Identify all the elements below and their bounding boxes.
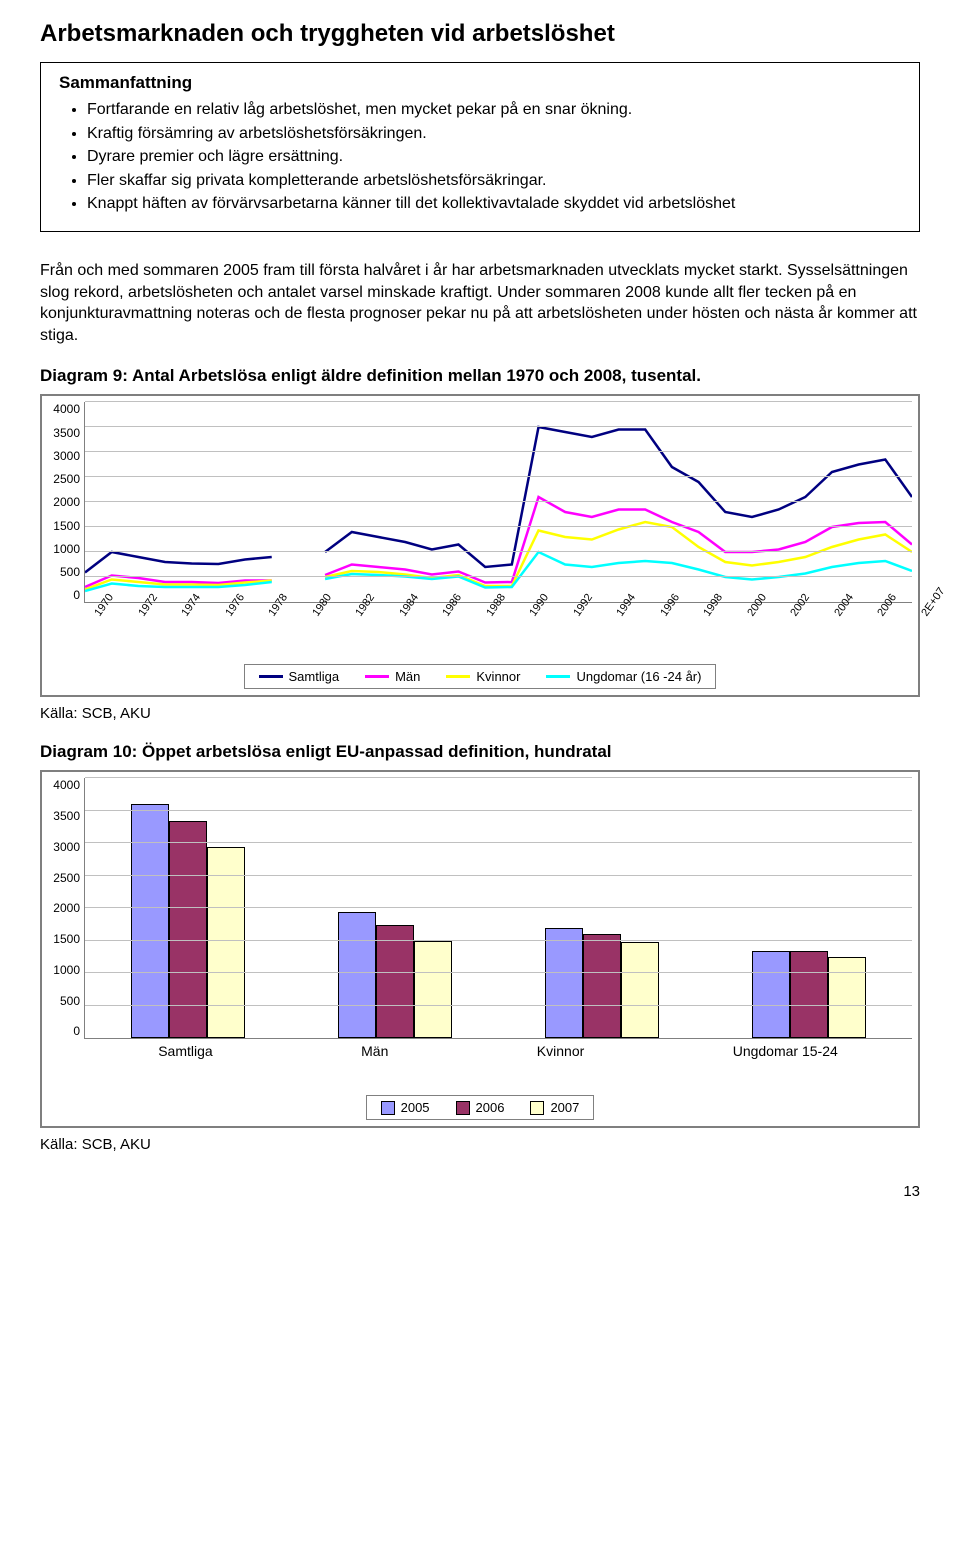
summary-list: Fortfarande en relativ låg arbetslöshet,… [59,99,901,215]
chart10-yaxis: 05001000150020002500300035004000 [48,778,84,1038]
chart10-plot [84,778,912,1039]
summary-bullet: Knappt häften av förvärvsarbetarna känne… [87,193,901,215]
chart10-source: Källa: SCB, AKU [40,1136,920,1153]
chart9-plot [84,402,912,603]
summary-bullet: Fortfarande en relativ låg arbetslöshet,… [87,99,901,121]
summary-bullet: Dyrare premier och lägre ersättning. [87,146,901,168]
chart9-legend: SamtligaMänKvinnorUngdomar (16 -24 år) [244,664,717,689]
summary-bullet: Fler skaffar sig privata kompletterande … [87,170,901,192]
chart10: 05001000150020002500300035004000 Samtlig… [40,770,920,1128]
chart9-yaxis: 05001000150020002500300035004000 [48,402,84,602]
chart9-xaxis: 1970197219741976197819801982198419861988… [84,606,912,628]
chart10-xaxis: SamtligaMänKvinnorUngdomar 15-24 [84,1043,912,1059]
chart9: 05001000150020002500300035004000 1970197… [40,394,920,697]
chart10-title: Diagram 10: Öppet arbetslösa enligt EU-a… [40,742,920,762]
summary-box: Sammanfattning Fortfarande en relativ lå… [40,62,920,232]
summary-bullet: Kraftig försämring av arbetslöshetsförsä… [87,123,901,145]
page-title: Arbetsmarknaden och tryggheten vid arbet… [40,20,920,48]
chart10-legend: 200520062007 [366,1095,595,1120]
page-number: 13 [40,1183,920,1200]
chart9-title: Diagram 9: Antal Arbetslösa enligt äldre… [40,366,920,386]
chart9-source: Källa: SCB, AKU [40,705,920,722]
body-paragraph: Från och med sommaren 2005 fram till för… [40,260,920,346]
summary-heading: Sammanfattning [59,73,901,93]
